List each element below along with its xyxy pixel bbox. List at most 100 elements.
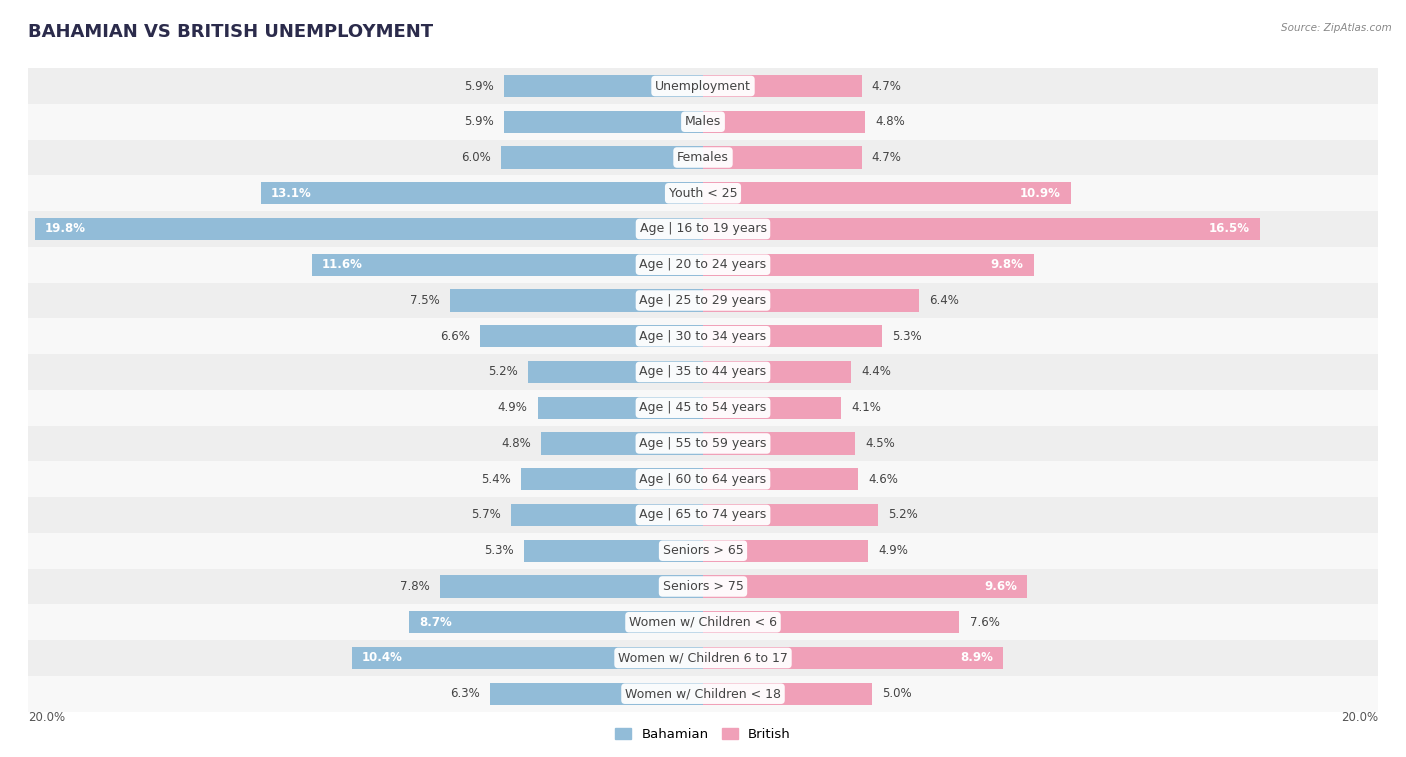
Text: 5.7%: 5.7%: [471, 509, 501, 522]
Bar: [28, 569, 1378, 604]
Text: 7.8%: 7.8%: [399, 580, 430, 593]
Bar: [503, 75, 703, 97]
Bar: [28, 247, 1378, 282]
Bar: [703, 397, 841, 419]
Text: 4.7%: 4.7%: [872, 79, 901, 92]
Bar: [491, 683, 703, 705]
Bar: [352, 647, 703, 669]
Text: 4.6%: 4.6%: [869, 472, 898, 486]
Text: Women w/ Children < 6: Women w/ Children < 6: [628, 615, 778, 629]
Text: Youth < 25: Youth < 25: [669, 187, 737, 200]
Bar: [28, 211, 1378, 247]
Bar: [503, 111, 703, 132]
Text: Age | 16 to 19 years: Age | 16 to 19 years: [640, 223, 766, 235]
Text: 4.5%: 4.5%: [865, 437, 894, 450]
Text: 5.9%: 5.9%: [464, 79, 494, 92]
Bar: [28, 319, 1378, 354]
Text: 19.8%: 19.8%: [45, 223, 86, 235]
Bar: [262, 182, 703, 204]
Text: 5.2%: 5.2%: [488, 366, 517, 378]
Text: 7.5%: 7.5%: [411, 294, 440, 307]
Text: Age | 45 to 54 years: Age | 45 to 54 years: [640, 401, 766, 414]
Text: 16.5%: 16.5%: [1209, 223, 1250, 235]
Bar: [28, 282, 1378, 319]
Bar: [28, 461, 1378, 497]
Bar: [703, 575, 1026, 597]
Bar: [537, 397, 703, 419]
Text: 9.6%: 9.6%: [984, 580, 1017, 593]
Bar: [703, 540, 869, 562]
Text: 6.6%: 6.6%: [440, 330, 470, 343]
Bar: [28, 425, 1378, 461]
Text: Males: Males: [685, 115, 721, 128]
Bar: [35, 218, 703, 240]
Bar: [312, 254, 703, 276]
Text: 5.3%: 5.3%: [485, 544, 515, 557]
Bar: [703, 647, 1004, 669]
Bar: [703, 111, 865, 132]
Text: 5.2%: 5.2%: [889, 509, 918, 522]
Text: Unemployment: Unemployment: [655, 79, 751, 92]
Text: 20.0%: 20.0%: [1341, 711, 1378, 724]
Text: 4.8%: 4.8%: [875, 115, 905, 128]
Text: 11.6%: 11.6%: [322, 258, 363, 271]
Bar: [541, 432, 703, 454]
Bar: [28, 604, 1378, 640]
Text: 13.1%: 13.1%: [271, 187, 312, 200]
Text: 4.9%: 4.9%: [879, 544, 908, 557]
Bar: [481, 326, 703, 347]
Bar: [28, 497, 1378, 533]
Bar: [703, 468, 858, 491]
Bar: [501, 146, 703, 169]
Bar: [703, 683, 872, 705]
Bar: [28, 390, 1378, 425]
Text: 20.0%: 20.0%: [28, 711, 65, 724]
Text: Age | 60 to 64 years: Age | 60 to 64 years: [640, 472, 766, 486]
Text: Age | 65 to 74 years: Age | 65 to 74 years: [640, 509, 766, 522]
Bar: [703, 75, 862, 97]
Text: Women w/ Children 6 to 17: Women w/ Children 6 to 17: [619, 652, 787, 665]
Text: Age | 30 to 34 years: Age | 30 to 34 years: [640, 330, 766, 343]
Bar: [703, 326, 882, 347]
Text: 6.3%: 6.3%: [450, 687, 481, 700]
Bar: [703, 254, 1033, 276]
Bar: [28, 640, 1378, 676]
Text: 5.4%: 5.4%: [481, 472, 510, 486]
Text: Source: ZipAtlas.com: Source: ZipAtlas.com: [1281, 23, 1392, 33]
Bar: [703, 146, 862, 169]
Text: Age | 25 to 29 years: Age | 25 to 29 years: [640, 294, 766, 307]
Text: Age | 35 to 44 years: Age | 35 to 44 years: [640, 366, 766, 378]
Text: BAHAMIAN VS BRITISH UNEMPLOYMENT: BAHAMIAN VS BRITISH UNEMPLOYMENT: [28, 23, 433, 41]
Bar: [703, 289, 920, 312]
Bar: [28, 68, 1378, 104]
Text: 8.7%: 8.7%: [419, 615, 453, 629]
Text: Females: Females: [678, 151, 728, 164]
Text: 4.9%: 4.9%: [498, 401, 527, 414]
Bar: [28, 533, 1378, 569]
Text: 8.9%: 8.9%: [960, 652, 993, 665]
Bar: [28, 104, 1378, 139]
Bar: [28, 139, 1378, 176]
Bar: [703, 611, 959, 634]
Text: 6.4%: 6.4%: [929, 294, 959, 307]
Text: 7.6%: 7.6%: [970, 615, 1000, 629]
Text: 10.4%: 10.4%: [363, 652, 404, 665]
Bar: [409, 611, 703, 634]
Text: 10.9%: 10.9%: [1019, 187, 1060, 200]
Text: 4.1%: 4.1%: [852, 401, 882, 414]
Bar: [527, 361, 703, 383]
Bar: [440, 575, 703, 597]
Bar: [510, 504, 703, 526]
Text: 5.0%: 5.0%: [882, 687, 911, 700]
Bar: [703, 182, 1071, 204]
Bar: [703, 218, 1260, 240]
Text: Age | 55 to 59 years: Age | 55 to 59 years: [640, 437, 766, 450]
Bar: [520, 468, 703, 491]
Text: 6.0%: 6.0%: [461, 151, 491, 164]
Bar: [450, 289, 703, 312]
Bar: [703, 432, 855, 454]
Legend: Bahamian, British: Bahamian, British: [610, 723, 796, 746]
Bar: [703, 361, 852, 383]
Bar: [28, 176, 1378, 211]
Text: 4.8%: 4.8%: [501, 437, 531, 450]
